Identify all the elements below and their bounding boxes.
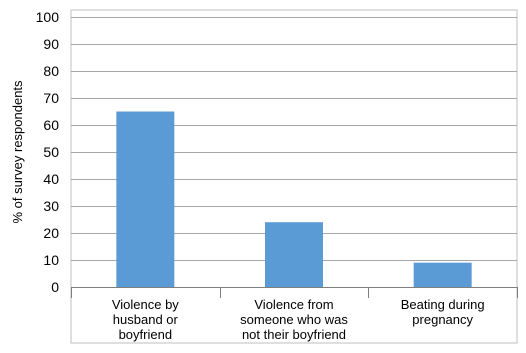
y-tick-label-70: 70 — [43, 90, 59, 106]
y-tick-label-50: 50 — [43, 144, 59, 160]
x-category-label-line: Beating during — [401, 297, 485, 312]
x-category-label-line: Violence from — [254, 297, 333, 312]
y-tick-label-20: 20 — [43, 225, 59, 241]
y-tick-label-90: 90 — [43, 36, 59, 52]
bar-3 — [413, 262, 472, 287]
y-tick-label-100: 100 — [36, 9, 60, 25]
y-tick-label-40: 40 — [43, 171, 59, 187]
y-tick-label-60: 60 — [43, 117, 59, 133]
plot-area-border — [70, 9, 518, 344]
y-tick-label-10: 10 — [43, 252, 59, 268]
y-tick-label-30: 30 — [43, 198, 59, 214]
bars — [116, 111, 472, 287]
y-tick-label-80: 80 — [43, 63, 59, 79]
bar-2 — [265, 222, 323, 287]
x-category-label-line: husband or — [113, 312, 179, 327]
x-category-label-2: Violence from someone who was not their bo… — [240, 297, 348, 342]
x-category-label-line: Violence by — [112, 297, 179, 312]
x-category-label-line: pregnancy — [412, 312, 473, 327]
axes — [71, 287, 518, 298]
bar-1 — [116, 111, 175, 287]
y-tick-label-0: 0 — [51, 279, 59, 295]
x-category-labels: Violence by husband or boyfriend Violence f… — [112, 297, 485, 342]
x-category-label-line: boyfriend — [119, 327, 172, 342]
y-tick-labels: 0 10 20 30 40 50 60 70 80 90 100 — [36, 9, 60, 295]
x-category-label-1: Violence by husband or boyfriend — [112, 297, 179, 342]
y-axis-title: % of survey respondents — [10, 80, 25, 224]
x-category-label-line: someone who was — [240, 312, 348, 327]
x-category-label-3: Beating during pregnancy — [401, 297, 485, 327]
x-category-label-line: not their boyfriend — [242, 327, 346, 342]
